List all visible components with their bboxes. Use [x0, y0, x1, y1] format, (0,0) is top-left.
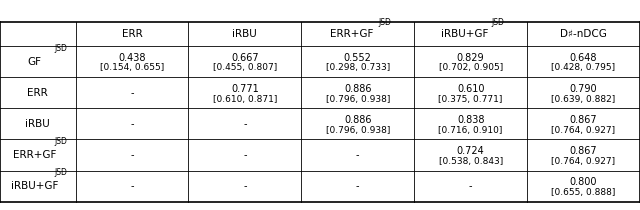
- Text: -: -: [130, 119, 134, 129]
- Text: D♯-nDCG: D♯-nDCG: [560, 29, 607, 39]
- Text: [0.455, 0.807]: [0.455, 0.807]: [212, 63, 277, 72]
- Text: iRBU: iRBU: [26, 119, 50, 129]
- Text: JSD: JSD: [491, 18, 504, 27]
- Text: 0.552: 0.552: [344, 53, 372, 63]
- Text: [0.764, 0.927]: [0.764, 0.927]: [552, 126, 616, 135]
- Text: 0.886: 0.886: [344, 84, 371, 94]
- Text: iRBU+GF: iRBU+GF: [440, 29, 488, 39]
- Text: iRBU+GF: iRBU+GF: [11, 181, 58, 191]
- Text: [0.796, 0.938]: [0.796, 0.938]: [326, 94, 390, 104]
- Text: 0.838: 0.838: [457, 115, 484, 125]
- Text: 0.790: 0.790: [570, 84, 597, 94]
- Text: [0.538, 0.843]: [0.538, 0.843]: [438, 157, 503, 166]
- Text: -: -: [130, 150, 134, 160]
- Text: ERR: ERR: [122, 29, 142, 39]
- Text: -: -: [130, 88, 134, 98]
- Text: JSD: JSD: [54, 44, 67, 53]
- Text: [0.764, 0.927]: [0.764, 0.927]: [552, 157, 616, 166]
- Text: [0.639, 0.882]: [0.639, 0.882]: [552, 94, 616, 104]
- Text: [0.154, 0.655]: [0.154, 0.655]: [100, 63, 164, 72]
- Text: -: -: [356, 181, 360, 191]
- Text: [0.428, 0.795]: [0.428, 0.795]: [552, 63, 616, 72]
- Text: 0.667: 0.667: [231, 53, 259, 63]
- Text: -: -: [130, 181, 134, 191]
- Text: -: -: [356, 150, 360, 160]
- Text: ERR+GF: ERR+GF: [330, 29, 373, 39]
- Text: 0.771: 0.771: [231, 84, 259, 94]
- Text: [0.375, 0.771]: [0.375, 0.771]: [438, 94, 503, 104]
- Text: JSD: JSD: [54, 168, 67, 177]
- Text: 0.886: 0.886: [344, 115, 371, 125]
- Text: 0.829: 0.829: [457, 53, 484, 63]
- Text: -: -: [243, 181, 246, 191]
- Text: iRBU: iRBU: [232, 29, 257, 39]
- Text: 0.800: 0.800: [570, 177, 597, 187]
- Text: JSD: JSD: [54, 137, 67, 146]
- Text: JSD: JSD: [378, 18, 391, 27]
- Text: [0.655, 0.888]: [0.655, 0.888]: [552, 188, 616, 197]
- Text: -: -: [469, 181, 472, 191]
- Text: ERR: ERR: [28, 88, 48, 98]
- Text: 0.648: 0.648: [570, 53, 597, 63]
- Text: [0.716, 0.910]: [0.716, 0.910]: [438, 126, 503, 135]
- Text: 0.867: 0.867: [570, 115, 597, 125]
- Text: -: -: [243, 119, 246, 129]
- Text: [0.610, 0.871]: [0.610, 0.871]: [212, 94, 277, 104]
- Text: 0.724: 0.724: [457, 146, 484, 156]
- Text: 0.438: 0.438: [118, 53, 146, 63]
- Text: GF: GF: [28, 57, 42, 67]
- Text: -: -: [243, 150, 246, 160]
- Text: 0.610: 0.610: [457, 84, 484, 94]
- Text: 0.867: 0.867: [570, 146, 597, 156]
- Text: [0.298, 0.733]: [0.298, 0.733]: [326, 63, 390, 72]
- Text: [0.796, 0.938]: [0.796, 0.938]: [326, 126, 390, 135]
- Text: ERR+GF: ERR+GF: [13, 150, 56, 160]
- Text: [0.702, 0.905]: [0.702, 0.905]: [438, 63, 503, 72]
